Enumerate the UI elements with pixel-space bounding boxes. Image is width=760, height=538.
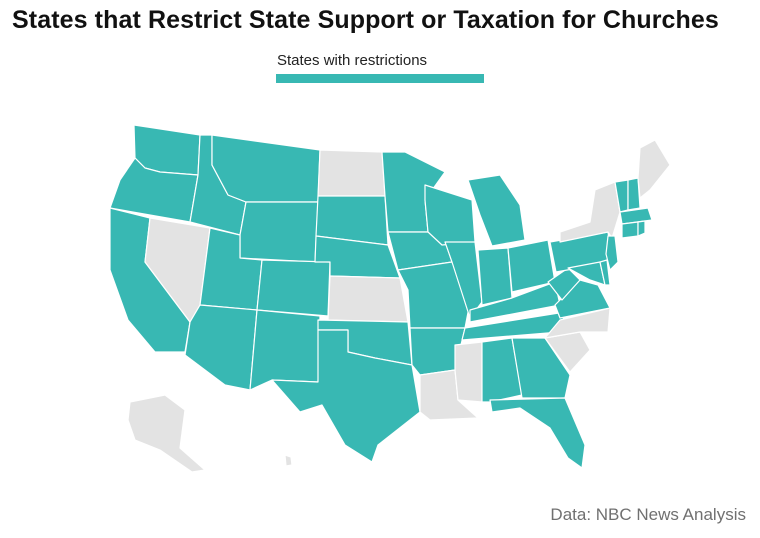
state-nm [249, 309, 321, 391]
state-ny [559, 181, 621, 243]
state-ks [327, 275, 409, 323]
state-me [637, 139, 671, 199]
state-mi [467, 174, 526, 247]
state-tx [271, 329, 421, 463]
state-wi [424, 184, 476, 246]
state-co [256, 259, 331, 317]
state-nj [605, 235, 619, 271]
state-ct [621, 221, 639, 239]
state-nd [317, 149, 386, 197]
state-hi [284, 454, 293, 467]
legend: States with restrictions [276, 52, 484, 83]
state-al [481, 337, 523, 403]
source-note: Data: NBC News Analysis [550, 505, 746, 524]
state-nh [627, 177, 641, 211]
state-az [184, 304, 258, 391]
legend-swatch [276, 74, 484, 83]
state-in [477, 247, 513, 306]
state-de [599, 259, 611, 286]
state-wy [239, 201, 319, 263]
state-mt [211, 134, 321, 203]
state-ak [127, 394, 206, 473]
state-ma [619, 207, 653, 225]
legend-label: States with restrictions [277, 52, 428, 69]
state-wv [547, 267, 581, 301]
state-ms [454, 341, 483, 403]
map-title: States that Restrict State Support or Ta… [12, 6, 719, 34]
state-ri [637, 220, 646, 237]
state-ga [511, 337, 571, 399]
state-fl [489, 397, 586, 469]
